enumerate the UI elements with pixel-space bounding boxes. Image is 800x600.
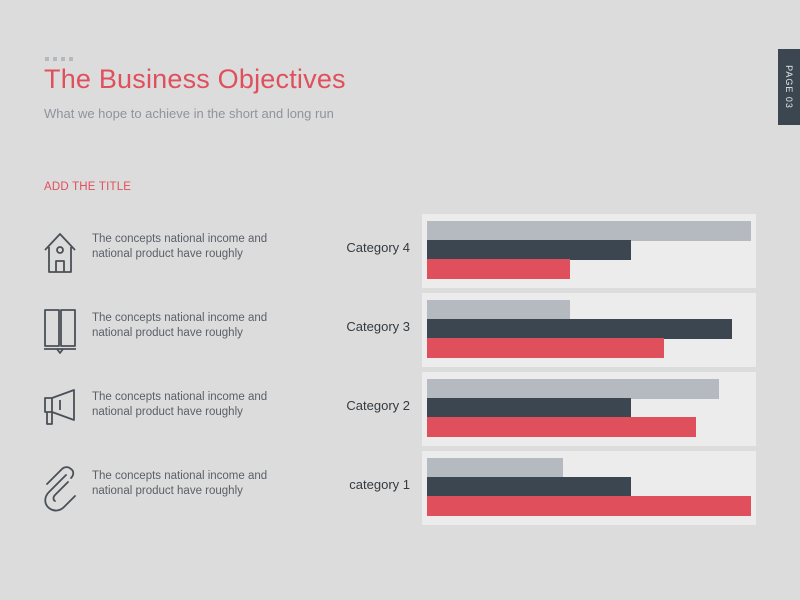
bar-series-2 (427, 240, 632, 260)
feature-text: The concepts national income and nationa… (92, 233, 268, 260)
page-number-label: PAGE 03 (784, 65, 795, 109)
section-title: ADD THE TITLE (44, 181, 132, 193)
bar-series-2 (427, 398, 632, 418)
category-label-4: Category 4 (346, 240, 410, 255)
page-number-tab: PAGE 03 (778, 49, 800, 125)
feature-item-1: The concepts national income and nationa… (40, 228, 340, 278)
feature-text: The concepts national income and nationa… (92, 391, 268, 418)
category-label-1: category 1 (349, 477, 410, 492)
bar-series-2 (427, 477, 632, 497)
page-subtitle: What we hope to achieve in the short and… (44, 106, 334, 121)
bar-series-3 (427, 417, 696, 437)
category-label-3: Category 3 (346, 319, 410, 334)
category-label-2: Category 2 (346, 398, 410, 413)
page-title: The Business Objectives (44, 64, 346, 94)
decorative-dots (45, 57, 73, 61)
bar-series-1 (427, 379, 719, 399)
house-icon (40, 228, 80, 278)
bar-series-3 (427, 338, 664, 358)
feature-item-2: The concepts national income and nationa… (40, 307, 340, 357)
megaphone-icon (40, 386, 80, 436)
bar-series-1 (427, 458, 564, 478)
bar-series-1 (427, 300, 570, 320)
bar-series-2 (427, 319, 732, 339)
bar-series-1 (427, 221, 751, 241)
book-icon (40, 307, 80, 357)
bar-series-3 (427, 259, 570, 279)
paperclip-icon (40, 465, 80, 515)
feature-item-4: The concepts national income and nationa… (40, 465, 340, 515)
feature-text: The concepts national income and nationa… (92, 312, 268, 339)
feature-item-3: The concepts national income and nationa… (40, 386, 340, 436)
bar-series-3 (427, 496, 751, 516)
feature-text: The concepts national income and nationa… (92, 470, 268, 497)
